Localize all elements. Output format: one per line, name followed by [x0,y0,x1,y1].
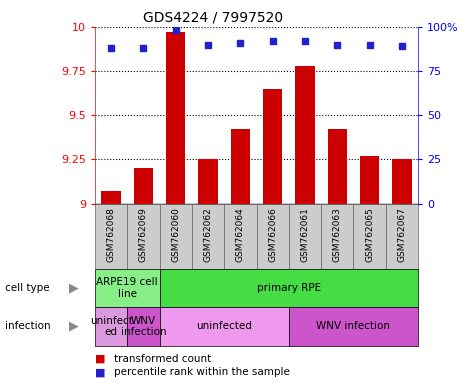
Bar [321,204,353,269]
Text: percentile rank within the sample: percentile rank within the sample [114,367,290,377]
Bar [127,307,160,346]
Bar [160,204,192,269]
Point [172,27,180,33]
Bar [224,204,256,269]
Point [366,41,373,48]
Bar [263,89,282,204]
Bar [289,204,321,269]
Bar [256,204,289,269]
Point [333,41,341,48]
Text: GSM762069: GSM762069 [139,207,148,262]
Point [140,45,147,51]
Point [237,40,244,46]
Bar [160,307,289,346]
Text: ▶: ▶ [69,281,78,295]
Point [398,43,406,50]
Bar [289,307,418,346]
Bar [295,66,314,204]
Text: WNV infection: WNV infection [316,321,390,331]
Text: GSM762062: GSM762062 [204,207,212,262]
Bar [95,204,127,269]
Text: GSM762064: GSM762064 [236,207,245,262]
Text: GSM762066: GSM762066 [268,207,277,262]
Bar [328,129,347,204]
Text: infection: infection [5,321,50,331]
Text: uninfected: uninfected [196,321,252,331]
Bar [199,159,218,204]
Text: GSM762068: GSM762068 [107,207,115,262]
Bar [166,32,185,204]
Text: WNV
infection: WNV infection [121,316,166,337]
Bar [392,159,411,204]
Bar [386,204,418,269]
Point [204,41,212,48]
Text: ■: ■ [95,367,105,377]
Bar [360,156,379,204]
Text: cell type: cell type [5,283,49,293]
Point [107,45,115,51]
Bar [231,129,250,204]
Bar [127,204,160,269]
Text: primary RPE: primary RPE [256,283,321,293]
Text: ■: ■ [95,354,105,364]
Bar [95,269,160,307]
Text: ▶: ▶ [69,320,78,333]
Text: transformed count: transformed count [114,354,211,364]
Bar [102,191,121,204]
Text: GSM762067: GSM762067 [398,207,406,262]
Point [269,38,276,44]
Text: GSM762065: GSM762065 [365,207,374,262]
Text: uninfect
ed: uninfect ed [90,316,133,337]
Bar [160,269,418,307]
Text: GSM762063: GSM762063 [333,207,342,262]
Bar [353,204,386,269]
Text: GSM762061: GSM762061 [301,207,309,262]
Point [301,38,309,44]
Bar [192,204,224,269]
Bar [95,307,127,346]
Text: GDS4224 / 7997520: GDS4224 / 7997520 [143,10,284,24]
Bar [134,168,153,204]
Text: ARPE19 cell
line: ARPE19 cell line [96,277,158,299]
Text: GSM762060: GSM762060 [171,207,180,262]
